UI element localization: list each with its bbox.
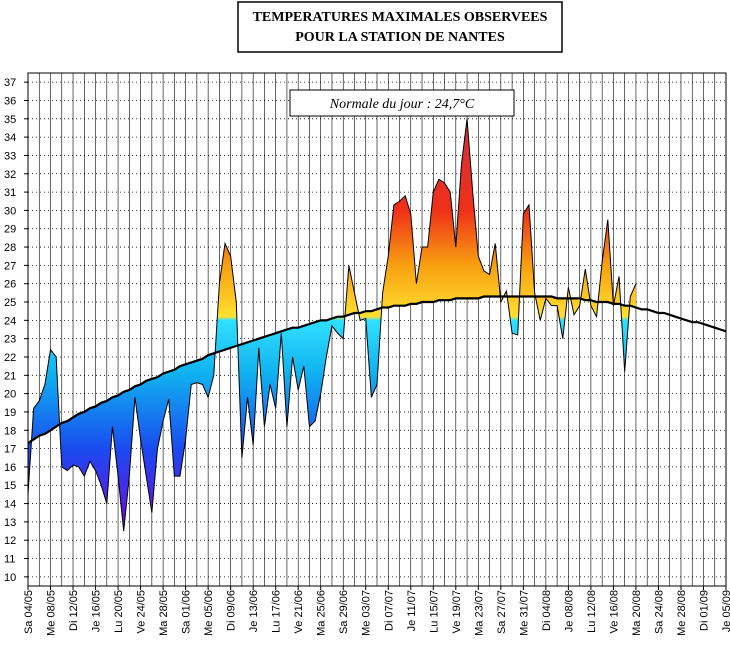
y-tick-label: 10 — [4, 572, 16, 584]
y-tick-label: 34 — [4, 132, 16, 144]
x-tick-label: Sa 24/08 — [653, 590, 665, 634]
y-tick-label: 27 — [4, 260, 16, 272]
y-tick-label: 25 — [4, 297, 16, 309]
x-tick-label: Me 03/07 — [361, 590, 373, 636]
normal-line — [27, 295, 727, 445]
anomaly-fill — [28, 118, 636, 532]
x-tick-label: Di 07/07 — [383, 590, 395, 631]
x-tick-label: Di 04/08 — [541, 590, 553, 631]
annotation: Normale du jour : 24,7°C — [329, 97, 475, 112]
x-tick-label: Lu 15/07 — [428, 590, 440, 633]
x-tick-label: Je 13/06 — [248, 590, 260, 632]
annotation-box — [289, 89, 515, 117]
y-tick-label: 17 — [4, 444, 16, 456]
x-tick-label: Di 01/09 — [698, 590, 710, 631]
plot-frame — [27, 72, 727, 587]
y-tick-label: 26 — [4, 279, 16, 291]
x-tick-label: Lu 12/08 — [586, 590, 598, 633]
x-tick-label: Ma 25/06 — [316, 590, 328, 636]
x-tick-label: Ve 19/07 — [451, 590, 463, 633]
title-box — [237, 1, 563, 53]
x-tick-label: Me 05/06 — [203, 590, 215, 636]
y-tick-label: 11 — [4, 554, 15, 566]
y-tick-label: 19 — [4, 407, 16, 419]
y-tick-label: 35 — [4, 114, 16, 126]
plot-area: 10 11 12 13 14 15 16 17 18 19 20 21 22 23 24 25 26 27 28 29… — [4, 72, 730, 636]
x-tick-label: Je 08/08 — [563, 590, 575, 632]
y-tick-label: 23 — [4, 334, 16, 346]
x-tick-label: Me 31/07 — [518, 590, 530, 636]
x-tick-label: Sa 27/07 — [496, 590, 508, 634]
y-tick-label: 37 — [4, 77, 16, 89]
y-tick-label: 16 — [4, 462, 16, 474]
y-tick-label: 33 — [4, 150, 16, 162]
y-tick-label: 30 — [4, 205, 16, 217]
y-tick-label: 21 — [4, 370, 16, 382]
x-tick-label: Je 05/09 — [721, 590, 730, 632]
y-tick-label: 32 — [4, 169, 16, 181]
x-tick-label: Ma 28/05 — [158, 590, 170, 636]
y-tick-label: 20 — [4, 389, 16, 401]
y-tick-label: 12 — [4, 535, 16, 547]
y-tick-label: 13 — [4, 517, 16, 529]
y-tick-label: 14 — [4, 499, 16, 511]
y-tick-label: 29 — [4, 224, 16, 236]
y-tick-label: 15 — [4, 480, 16, 492]
x-tick-label: Ma 23/07 — [473, 590, 485, 636]
y-tick-label: 24 — [4, 315, 16, 327]
x-tick-label: Di 09/06 — [226, 590, 238, 631]
y-tick-label: 18 — [4, 425, 16, 437]
chart-title: TEMPERATURES MAXIMALES OBSERVEES — [253, 10, 548, 25]
x-tick-label: Je 16/05 — [91, 590, 103, 632]
x-tick-label: Me 08/05 — [46, 590, 58, 636]
x-tick-label: Sa 04/05 — [23, 590, 35, 634]
x-tick-label: Sa 29/06 — [338, 590, 350, 634]
x-tick-label: Lu 17/06 — [271, 590, 283, 633]
y-tick-label: 31 — [4, 187, 16, 199]
x-tick-label: Sa 01/06 — [181, 590, 193, 634]
y-tick-label: 28 — [4, 242, 16, 254]
y-tick-label: 36 — [4, 95, 16, 107]
x-tick-label: Je 11/07 — [406, 590, 418, 631]
x-tick-label: Ve 16/08 — [608, 590, 620, 633]
y-tick-label: 22 — [4, 352, 16, 364]
observed-line — [27, 118, 637, 532]
chart-title: POUR LA STATION DE NANTES — [295, 30, 505, 45]
x-tick-label: Me 28/08 — [676, 590, 688, 636]
x-tick-label: Lu 20/05 — [113, 590, 125, 633]
x-tick-label: Di 12/05 — [68, 590, 80, 631]
x-tick-label: Ve 21/06 — [293, 590, 305, 633]
x-tick-label: Ma 20/08 — [631, 590, 643, 636]
x-tick-label: Ve 24/05 — [136, 590, 148, 633]
